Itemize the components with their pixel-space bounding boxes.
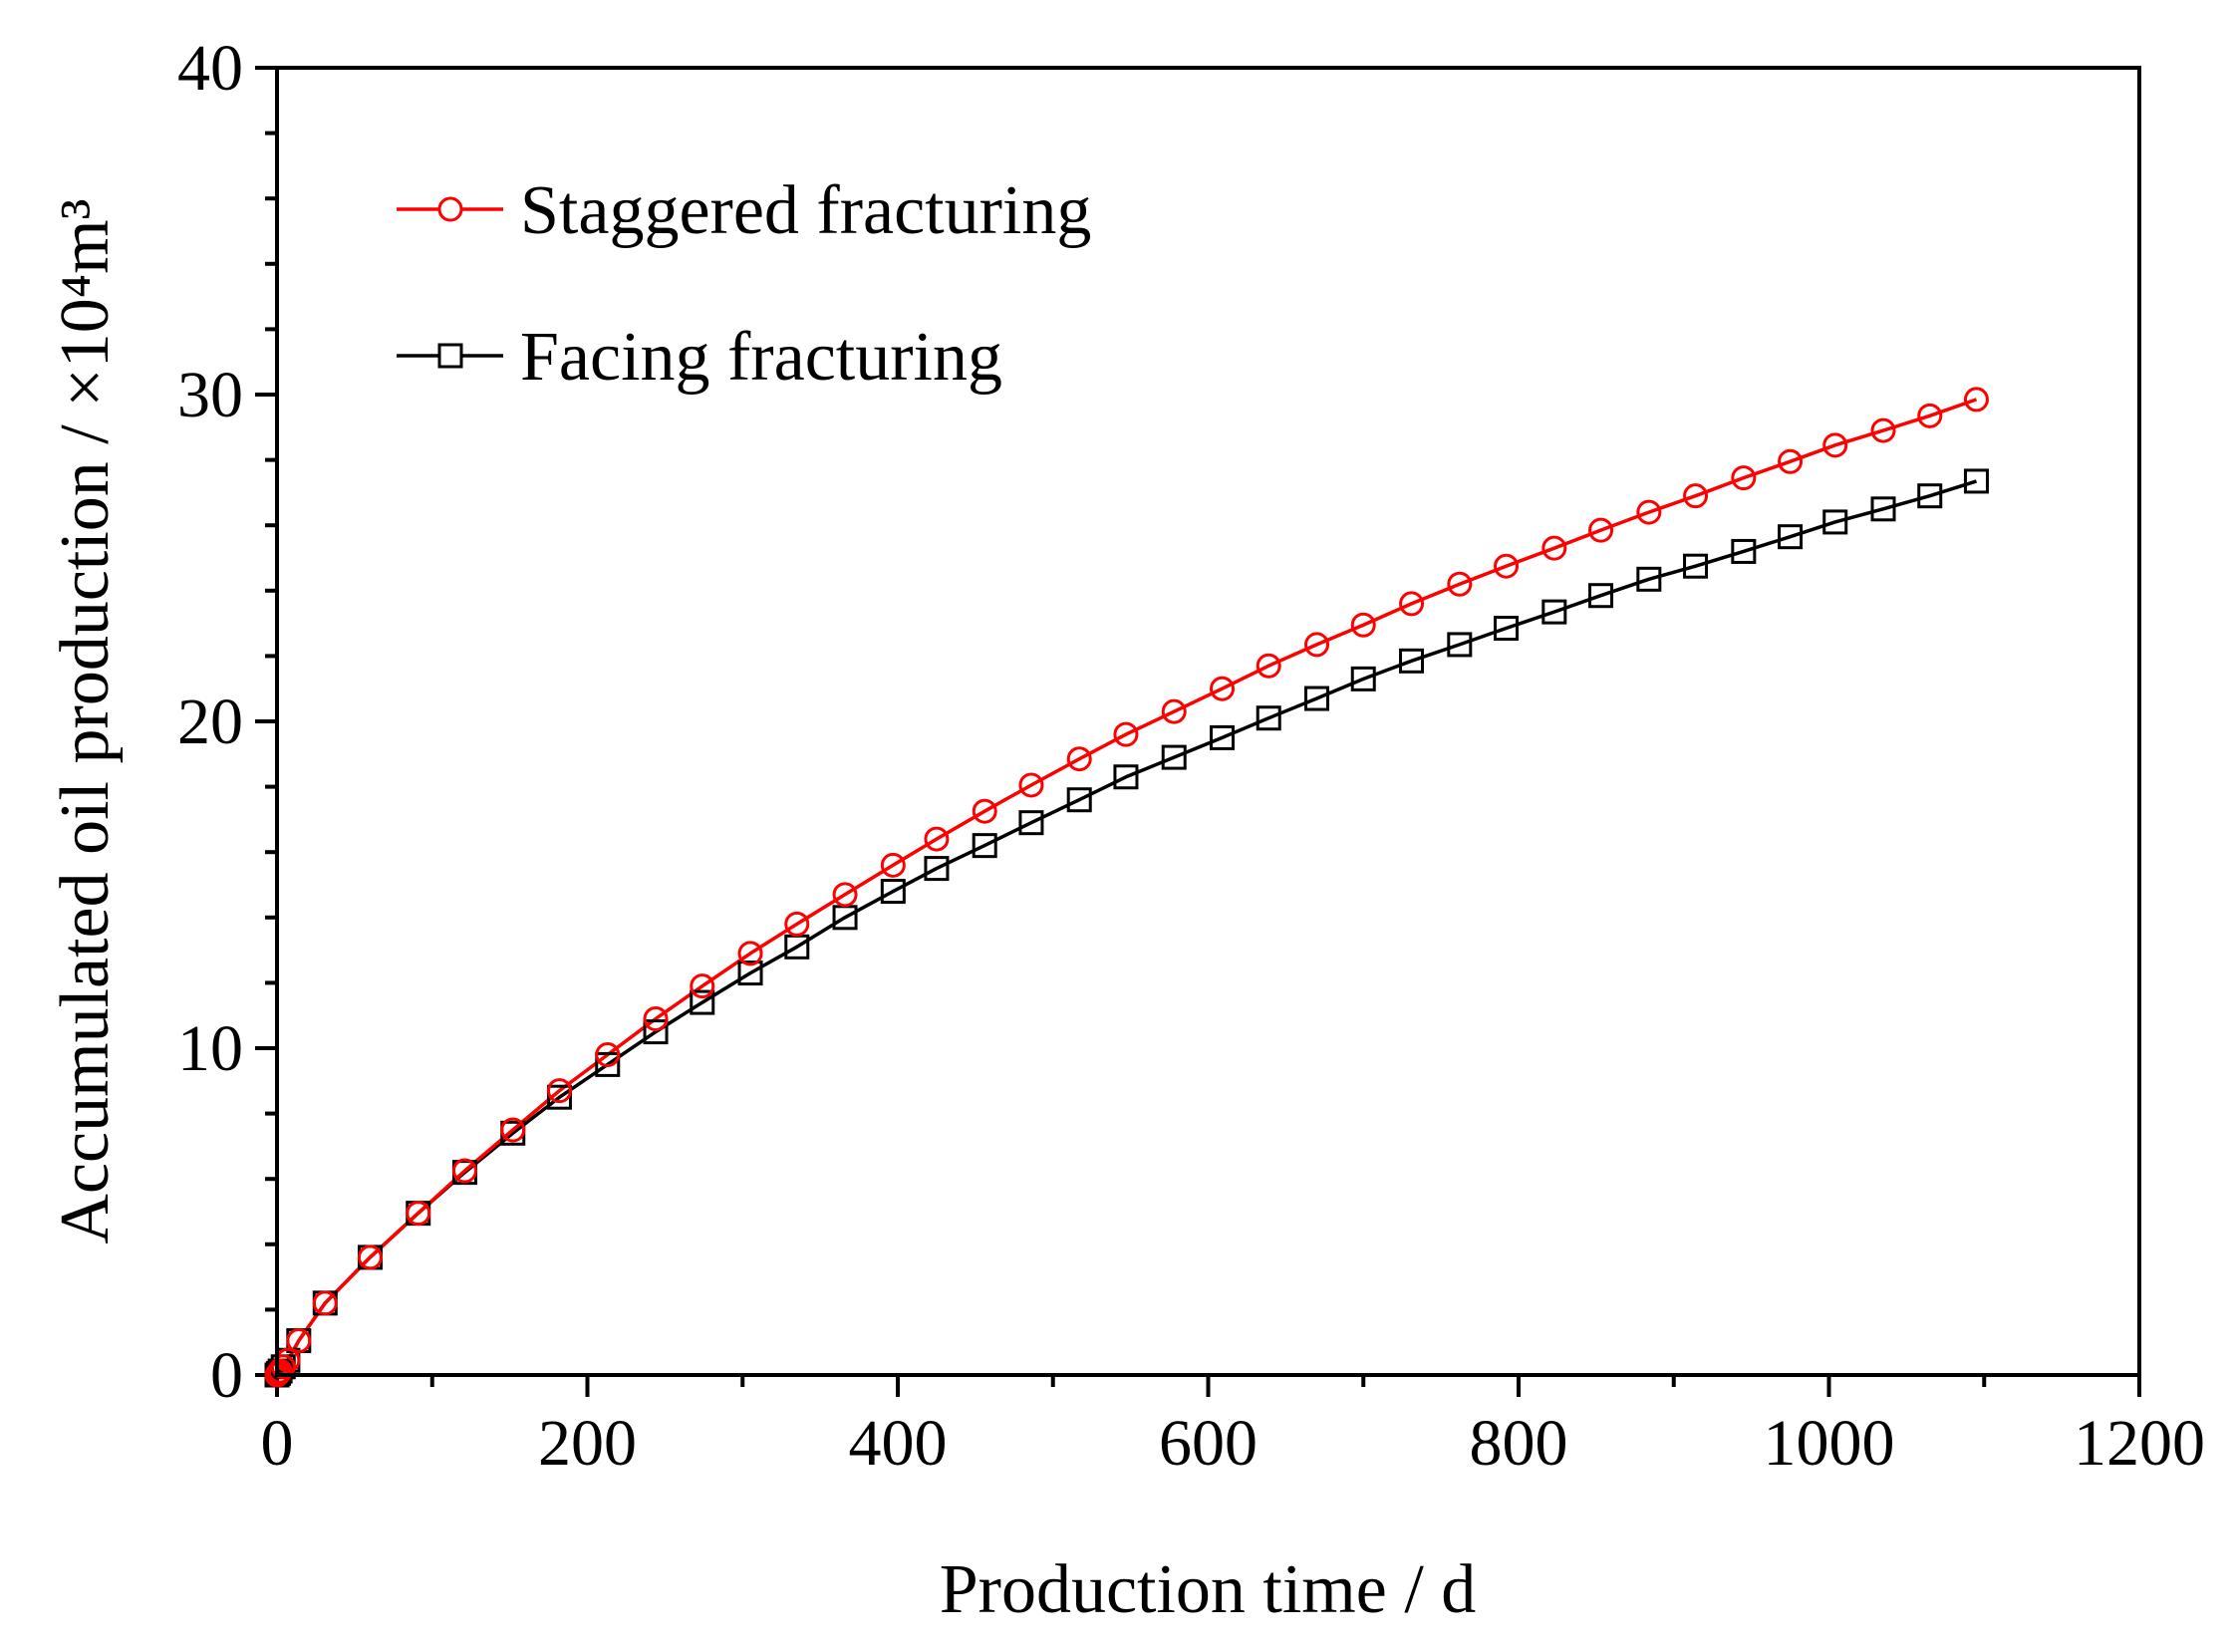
data-point-staggered [1822,432,1848,458]
data-point-facing [1963,468,1989,494]
data-point-staggered [1447,571,1473,597]
data-point-staggered [1588,517,1614,543]
data-point-staggered [1494,553,1520,579]
data-point-staggered [1870,417,1896,443]
data-point-facing [1018,810,1044,836]
x-tick-label: 400 [849,1407,948,1480]
series-line-facing [275,479,1978,1377]
y-tick-label: 30 [177,359,243,431]
data-point-staggered [1304,632,1330,658]
series-markers [264,387,1989,1388]
data-point-staggered [1963,387,1989,413]
legend: Staggered fracturing Facing fracturing [397,172,1091,396]
data-point-staggered [690,973,715,999]
data-point-staggered [1917,403,1943,428]
data-point-staggered [286,1328,312,1354]
legend-item-staggered: Staggered fracturing [397,172,1091,249]
data-point-staggered [1399,591,1425,617]
data-point-facing [1588,583,1614,609]
data-point-facing [643,1019,669,1045]
data-point-facing [1778,524,1804,550]
data-point-staggered [1210,676,1236,701]
data-point-facing [1870,496,1896,522]
data-point-staggered [312,1290,338,1316]
y-tick-label: 40 [177,32,243,105]
legend-label-facing: Facing fracturing [520,319,1002,396]
data-point-staggered [784,911,810,937]
data-point-staggered [1113,721,1139,747]
data-point-facing [546,1084,572,1110]
x-tick-label: 800 [1470,1407,1568,1480]
data-point-facing [1256,705,1281,731]
data-point-staggered [643,1005,669,1031]
data-point-facing [1399,648,1425,674]
x-tick-label: 1000 [1764,1407,1895,1480]
data-point-staggered [1256,653,1281,679]
x-major-ticks [275,1375,2141,1397]
data-point-staggered [270,1354,296,1380]
data-point-facing [1917,483,1943,509]
legend-marker-square-icon [437,343,463,369]
data-point-staggered [451,1158,477,1184]
data-point-facing [1683,553,1709,579]
legend-marker-circle-icon [437,196,463,222]
data-point-facing [1113,764,1139,790]
y-tick-label: 0 [210,1339,243,1412]
y-tick-labels: 0 10 20 30 40 [177,32,243,1412]
data-point-facing [1494,616,1520,642]
plot-frame [275,66,2141,1377]
data-point-staggered [924,826,950,852]
y-tick-label: 10 [177,1012,243,1085]
data-point-facing [1541,599,1567,625]
data-point-facing [1161,744,1187,770]
data-point-facing [880,879,906,905]
legend-label-staggered: Staggered fracturing [520,172,1091,249]
data-point-staggered [546,1078,572,1104]
data-point-staggered [1683,483,1709,509]
series-line-staggered [275,398,1978,1377]
data-point-facing [1447,632,1473,658]
data-point-staggered [1778,448,1804,474]
legend-item-facing: Facing fracturing [397,319,1002,396]
data-point-staggered [972,798,997,824]
x-tick-labels: 0 200 400 600 800 1000 1200 [261,1407,2206,1480]
data-point-staggered [1350,612,1376,638]
x-tick-label: 600 [1159,1407,1257,1480]
data-point-staggered [1636,499,1662,525]
x-tick-label: 1200 [2074,1407,2205,1480]
data-point-facing [972,833,997,859]
data-point-staggered [406,1201,431,1227]
data-point-staggered [1066,746,1092,772]
data-point-facing [690,989,715,1015]
data-point-staggered [737,941,763,966]
data-point-facing [1304,686,1330,711]
data-point-facing [1822,509,1848,535]
x-axis-title: Production time / d [940,1551,1477,1628]
data-point-staggered [357,1244,383,1270]
data-point-facing [1210,724,1236,750]
data-point-staggered [500,1117,526,1143]
data-point-staggered [595,1042,621,1068]
data-point-staggered [832,882,858,908]
data-point-staggered [1541,535,1567,561]
y-axis-title: Accumulated oil production / ×10⁴m³ [47,198,124,1243]
data-point-facing [595,1051,621,1077]
data-point-staggered [880,852,906,878]
data-point-staggered [1731,465,1757,491]
x-tick-label: 200 [538,1407,637,1480]
data-point-facing [924,856,950,882]
data-point-staggered [1018,772,1044,798]
data-point-facing [1636,566,1662,592]
data-point-facing [1731,538,1757,564]
data-point-facing [1066,787,1092,813]
x-tick-label: 0 [261,1407,294,1480]
y-tick-label: 20 [177,686,243,758]
data-point-facing [1350,666,1376,691]
data-point-staggered [1161,698,1187,724]
series-lines [275,398,1978,1377]
data-point-facing [737,961,763,986]
